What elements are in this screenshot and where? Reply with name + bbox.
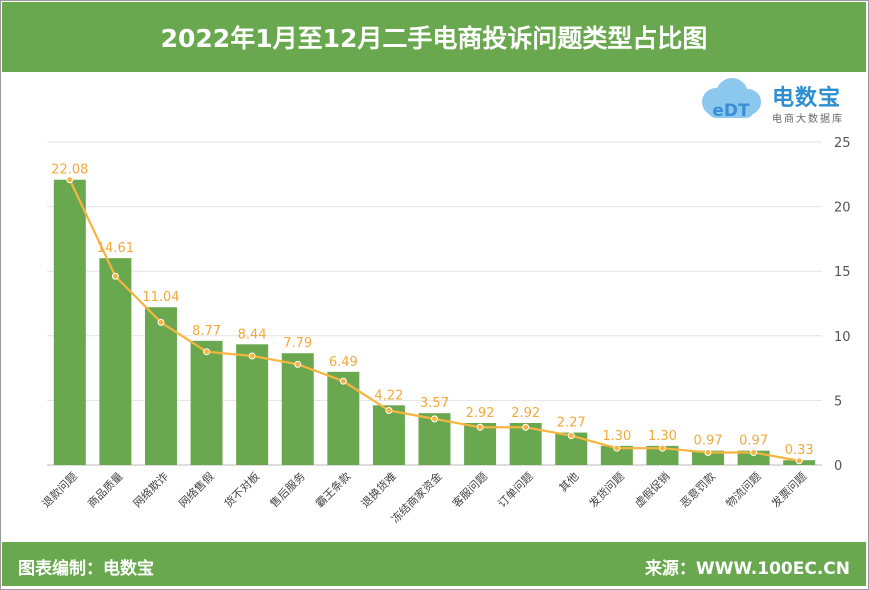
brand-logo: eDT 电数宝 电商大数据库	[692, 72, 867, 128]
x-tick-label: 网络欺诈	[130, 469, 171, 510]
line-point	[248, 352, 256, 360]
data-label: 8.77	[192, 324, 221, 339]
x-tick-label: 订单问题	[495, 470, 535, 510]
line-point	[704, 448, 712, 456]
line-point	[203, 348, 211, 356]
data-label: 1.30	[602, 429, 631, 444]
logo-name: 电数宝	[772, 86, 842, 111]
data-label: 8.44	[238, 327, 267, 342]
data-label: 2.92	[466, 406, 495, 421]
data-label: 0.97	[694, 434, 723, 449]
x-tick-label: 发票问题	[768, 469, 809, 510]
data-label: 6.49	[329, 355, 358, 370]
y-tick-label: 5	[834, 394, 842, 409]
data-label: 22.08	[51, 163, 88, 178]
y-tick-label: 25	[834, 136, 851, 151]
y-tick-label: 0	[834, 459, 842, 474]
data-label: 11.04	[142, 290, 179, 305]
y-tick-label: 10	[834, 330, 851, 345]
data-label: 3.57	[420, 396, 449, 411]
x-tick-label: 其他	[557, 470, 582, 495]
line-point	[385, 406, 393, 414]
data-labels: 22.08 14.61 11.04 8.77 8.44 7.79 6.49 4.22 3.57 2…	[51, 163, 813, 458]
x-tick-label: 发货问题	[586, 469, 627, 510]
x-tick-label: 虚假促销	[632, 469, 673, 510]
line-point	[476, 423, 484, 431]
x-tick-label: 售后服务	[267, 469, 308, 510]
footer-source: 来源：WWW.100EC.CN	[644, 559, 850, 579]
line-point	[795, 457, 803, 465]
data-label: 0.33	[785, 443, 814, 458]
line-point	[431, 415, 438, 423]
bar	[236, 344, 269, 465]
bar	[190, 340, 223, 465]
line-point	[522, 423, 530, 431]
line-point	[567, 432, 575, 440]
footer-banner: 图表编制：电数宝 来源：WWW.100EC.CN	[2, 542, 866, 586]
line-point	[111, 272, 119, 280]
data-label: 2.27	[557, 416, 586, 431]
y-axis-ticks: 0 5 10 15 20 25	[834, 136, 851, 474]
line-point	[658, 444, 666, 452]
x-tick-label: 网络售假	[176, 469, 217, 510]
logo-subtitle: 电商大数据库	[772, 114, 844, 125]
line-point	[750, 448, 758, 456]
x-tick-label: 霸王条款	[312, 469, 353, 510]
bar	[53, 179, 86, 466]
x-tick-label: 商品质量	[84, 469, 125, 510]
x-tick-label: 恶意罚款	[677, 469, 718, 510]
line-point	[157, 318, 165, 326]
data-label: 4.22	[374, 388, 403, 403]
data-label: 0.97	[739, 434, 768, 449]
bar	[144, 307, 177, 465]
line-point	[339, 377, 347, 385]
x-tick-label: 物流问题	[723, 469, 764, 510]
bar	[372, 405, 405, 465]
x-tick-label: 货不对板	[221, 469, 262, 510]
data-label: 2.92	[511, 406, 540, 421]
line-point	[613, 444, 621, 452]
bar	[327, 371, 360, 465]
line-point	[66, 176, 74, 184]
x-tick-label: 退换货难	[358, 469, 399, 510]
data-label: 7.79	[283, 336, 312, 351]
chart-title-banner: 2022年1月至12月二手电商投诉问题类型占比图	[2, 2, 866, 72]
line-series	[66, 176, 803, 465]
bar	[600, 445, 633, 465]
data-label: 1.30	[648, 429, 677, 444]
cloud-logo-icon: eDT	[702, 78, 761, 121]
bar	[281, 353, 314, 465]
line-point	[294, 360, 302, 368]
data-label: 14.61	[97, 241, 134, 256]
logo-icon-text: eDT	[712, 101, 750, 121]
footer-compiler: 图表编制：电数宝	[18, 559, 154, 579]
x-tick-label: 退款问题	[39, 469, 80, 510]
chart-title: 2022年1月至12月二手电商投诉问题类型占比图	[160, 24, 708, 53]
y-tick-label: 15	[834, 265, 851, 280]
bar	[99, 258, 132, 465]
x-tick-label: 客服问题	[449, 469, 490, 510]
y-tick-label: 20	[834, 201, 851, 216]
bar	[692, 450, 725, 465]
bar	[646, 445, 679, 465]
